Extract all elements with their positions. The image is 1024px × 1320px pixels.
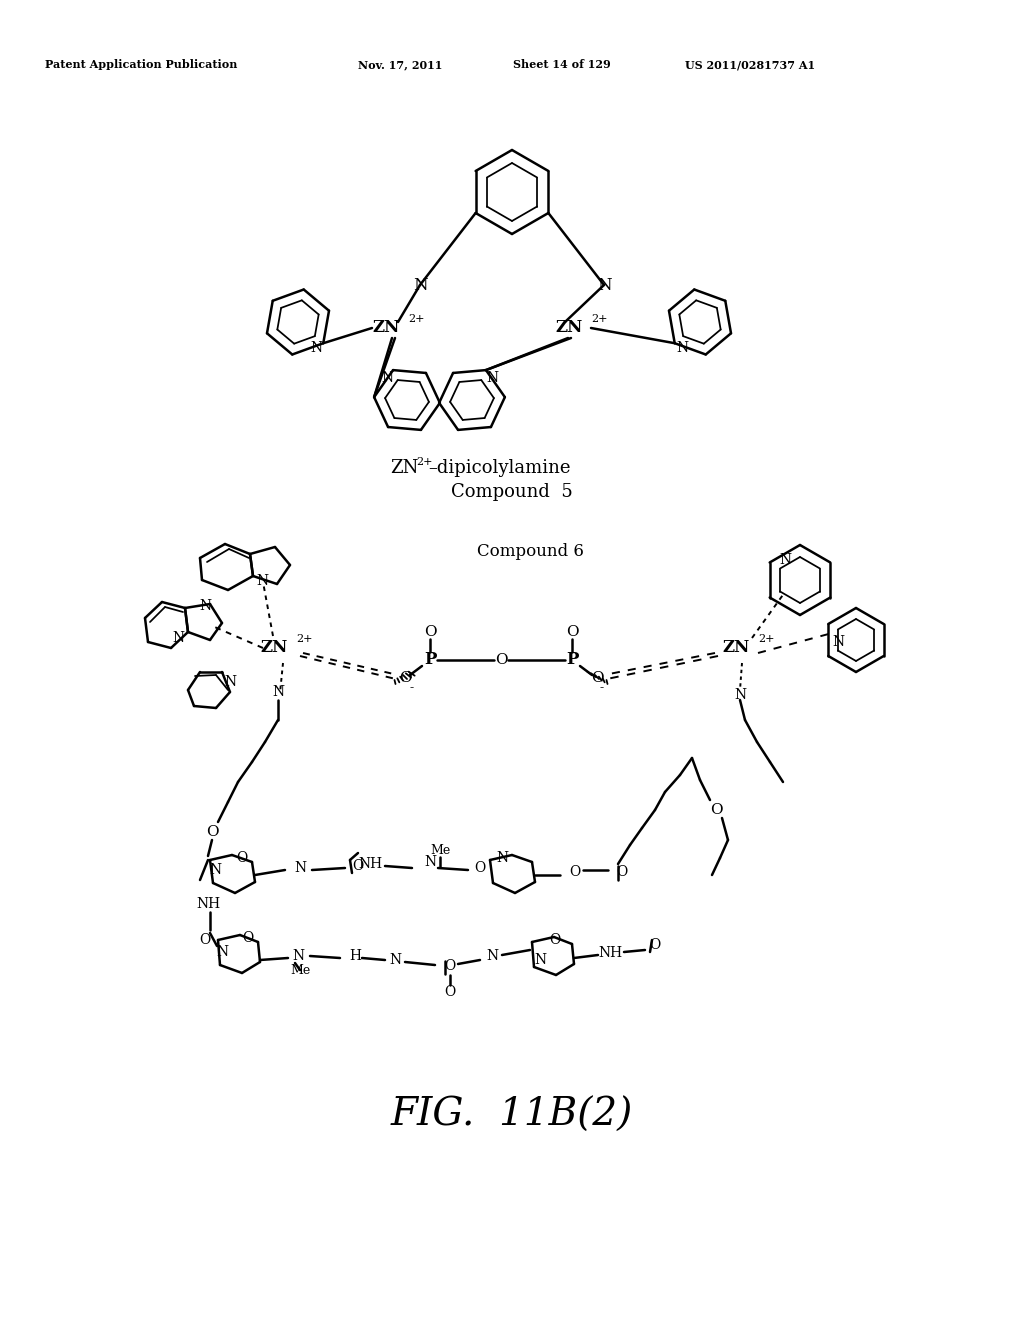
Text: O: O — [243, 931, 254, 945]
Text: O: O — [206, 825, 218, 840]
Text: N: N — [496, 851, 508, 865]
Text: N: N — [779, 553, 792, 568]
Text: Me: Me — [290, 964, 310, 977]
Text: N: N — [424, 855, 436, 869]
Text: P: P — [566, 652, 579, 668]
Text: -: - — [410, 681, 414, 694]
Text: N: N — [831, 635, 844, 649]
Text: N: N — [224, 675, 237, 689]
Text: NH: NH — [598, 946, 622, 960]
Text: Patent Application Publication: Patent Application Publication — [45, 59, 238, 70]
Text: O: O — [569, 865, 581, 879]
Text: ZN: ZN — [390, 459, 419, 477]
Text: N: N — [216, 945, 228, 960]
Text: Compound 6: Compound 6 — [476, 544, 584, 561]
Text: ZN: ZN — [722, 639, 750, 656]
Text: O: O — [649, 939, 660, 952]
Text: 2+: 2+ — [296, 634, 312, 644]
Text: N: N — [294, 861, 306, 875]
Text: O: O — [710, 803, 722, 817]
Text: N: N — [534, 953, 546, 968]
Text: N: N — [734, 688, 746, 702]
Text: US 2011/0281737 A1: US 2011/0281737 A1 — [685, 59, 815, 70]
Text: P: P — [424, 652, 436, 668]
Text: N: N — [209, 863, 221, 876]
Text: N: N — [486, 371, 498, 385]
Text: O: O — [444, 985, 456, 999]
Text: O: O — [352, 859, 364, 873]
Text: O: O — [398, 671, 412, 685]
Text: N: N — [310, 341, 323, 355]
Text: 2+: 2+ — [758, 634, 774, 644]
Text: N: N — [256, 574, 268, 587]
Text: N: N — [381, 371, 393, 385]
Text: Me: Me — [430, 843, 451, 857]
Text: O: O — [616, 865, 628, 879]
Text: O: O — [591, 671, 603, 685]
Text: N: N — [272, 685, 284, 700]
Text: 2+: 2+ — [591, 314, 607, 323]
Text: O: O — [424, 624, 436, 639]
Text: O: O — [565, 624, 579, 639]
Text: Compound  5: Compound 5 — [452, 483, 572, 502]
Text: 2+: 2+ — [408, 314, 425, 323]
Text: O: O — [495, 653, 507, 667]
Text: N: N — [413, 276, 427, 293]
Text: –dipicolylamine: –dipicolylamine — [428, 459, 570, 477]
Text: N: N — [676, 341, 688, 355]
Text: FIG.  11B(2): FIG. 11B(2) — [391, 1097, 633, 1134]
Text: Sheet 14 of 129: Sheet 14 of 129 — [513, 59, 610, 70]
Text: O: O — [444, 960, 456, 973]
Text: O: O — [474, 861, 485, 875]
Text: -: - — [600, 681, 604, 694]
Text: O: O — [200, 933, 211, 946]
Text: N: N — [172, 631, 184, 645]
Text: N: N — [389, 953, 401, 968]
Text: N: N — [199, 599, 211, 612]
Text: ZN: ZN — [260, 639, 288, 656]
Text: 2+: 2+ — [416, 457, 432, 467]
Text: NH: NH — [196, 898, 220, 911]
Text: O: O — [237, 851, 248, 865]
Text: H: H — [349, 949, 361, 964]
Text: NH: NH — [358, 857, 382, 871]
Text: Nov. 17, 2011: Nov. 17, 2011 — [358, 59, 442, 70]
Text: ZN: ZN — [373, 319, 399, 337]
Text: N: N — [292, 949, 304, 964]
Text: O: O — [549, 933, 560, 946]
Text: N: N — [486, 949, 498, 964]
Text: N: N — [597, 276, 611, 293]
Text: ZN: ZN — [555, 319, 583, 337]
